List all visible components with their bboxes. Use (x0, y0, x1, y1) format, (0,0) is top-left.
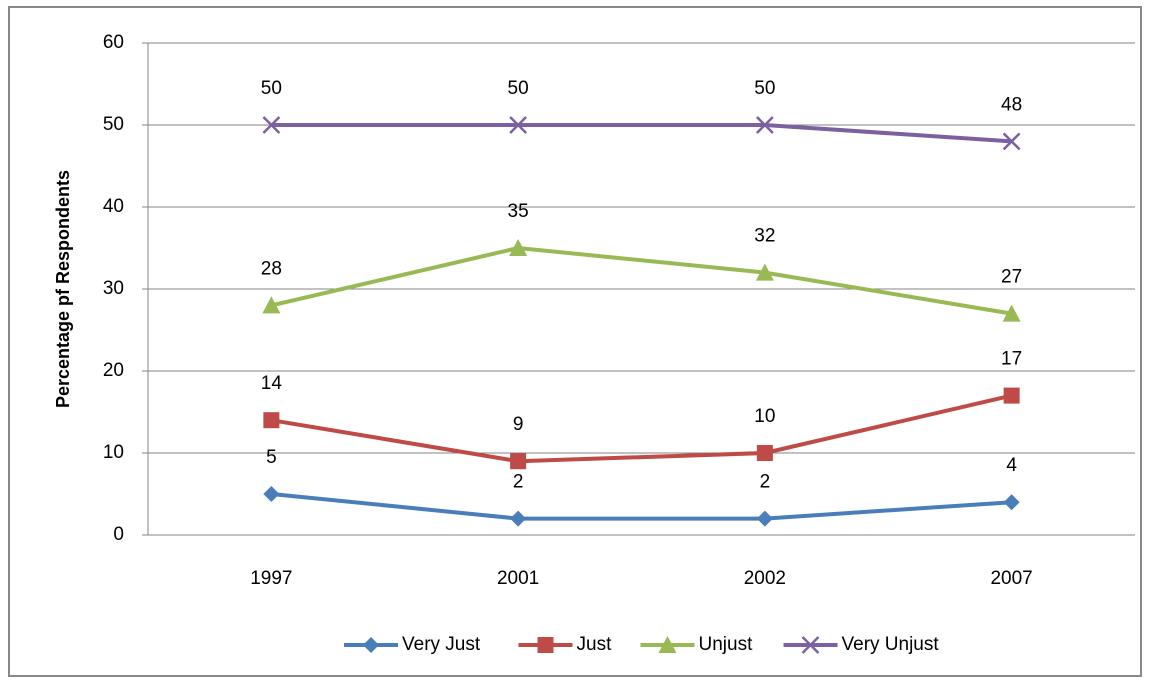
series-line (271, 492, 1012, 521)
marker (537, 637, 554, 653)
data-label: 48 (1001, 94, 1022, 115)
x-tick-label: 2002 (744, 568, 786, 589)
marker (1002, 304, 1021, 322)
data-label: 2 (760, 472, 771, 493)
data-label: 10 (754, 406, 775, 427)
legend-label: Unjust (699, 634, 754, 655)
y-tick-label: 0 (113, 524, 124, 545)
x-tick-label: 1997 (250, 568, 292, 589)
y-tick-label: 40 (103, 196, 124, 217)
marker (1003, 494, 1020, 511)
marker (510, 453, 527, 470)
legend-item: Very Just (344, 634, 481, 655)
data-label: 50 (261, 78, 282, 99)
marker (755, 263, 774, 281)
y-tick-label: 50 (103, 114, 124, 135)
data-label: 28 (261, 258, 282, 279)
legend-item: Just (518, 634, 613, 655)
y-tick-label: 20 (103, 360, 124, 381)
y-axis-label: Percentage pf Respondents (53, 170, 73, 408)
data-label: 50 (508, 78, 529, 99)
data-label: 9 (513, 414, 524, 435)
data-label: 4 (1006, 455, 1017, 476)
marker (263, 486, 280, 502)
legend-label: Very Unjust (842, 634, 940, 655)
legend-label: Just (577, 634, 613, 655)
marker (509, 239, 528, 256)
y-tick-label: 60 (103, 32, 124, 53)
data-label: 2 (513, 472, 524, 493)
data-label: 5 (266, 447, 277, 468)
marker (262, 116, 281, 134)
marker (1002, 132, 1021, 151)
data-label: 27 (1001, 267, 1022, 288)
marker (1003, 387, 1020, 404)
data-label: 32 (754, 226, 775, 247)
marker (509, 116, 528, 134)
marker (756, 445, 773, 461)
marker (363, 637, 379, 653)
series-line (271, 123, 1012, 144)
marker (658, 636, 677, 653)
marker (262, 296, 281, 314)
data-label: 35 (508, 201, 529, 222)
chart-frame (8, 6, 1142, 677)
data-label: 14 (261, 373, 283, 394)
legend-item: Very Unjust (783, 634, 940, 655)
marker (755, 116, 774, 134)
data-label: 17 (1001, 349, 1022, 370)
series-line (270, 245, 1012, 316)
legend-label: Very Just (402, 634, 481, 655)
x-tick-label: 2007 (990, 568, 1032, 589)
x-tick-label: 2001 (497, 568, 539, 589)
series-line (271, 393, 1013, 464)
y-tick-label: 10 (103, 442, 124, 463)
data-label: 50 (754, 78, 775, 99)
marker (510, 510, 527, 527)
legend-item: Unjust (640, 634, 754, 655)
y-tick-label: 30 (103, 278, 124, 299)
marker (756, 510, 773, 527)
marker (263, 412, 280, 429)
marker (801, 636, 820, 654)
